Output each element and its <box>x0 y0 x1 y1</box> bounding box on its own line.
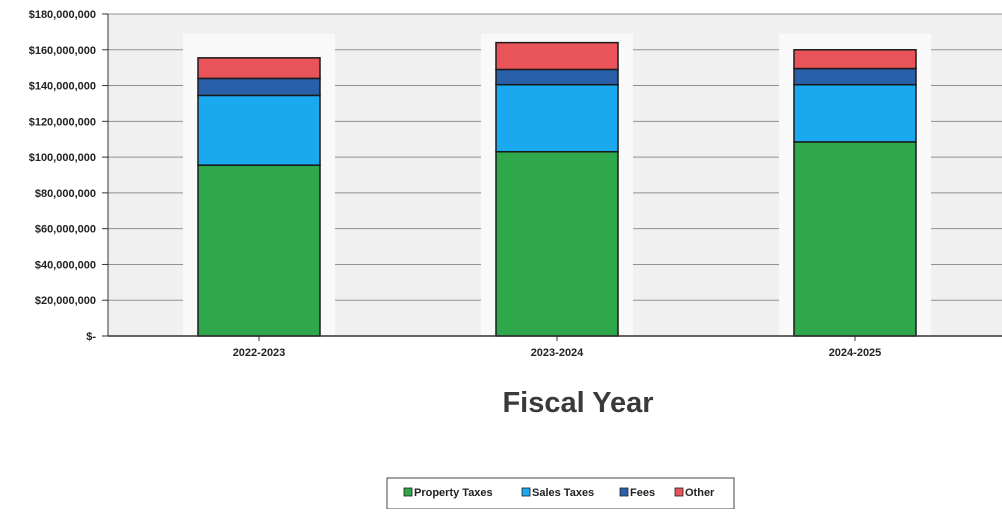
legend-label: Sales Taxes <box>532 487 594 499</box>
legend-label: Property Taxes <box>414 487 493 499</box>
y-tick-label: $160,000,000 <box>29 45 96 57</box>
legend-item-other: Other <box>674 487 715 499</box>
bar-segment-fees <box>197 77 321 97</box>
legend-item-fees: Fees <box>619 487 655 499</box>
bar-segment-other <box>793 49 917 70</box>
y-tick-label: $- <box>86 331 96 343</box>
y-tick-label: $40,000,000 <box>35 259 96 271</box>
legend-swatch <box>619 487 629 497</box>
bar-segments <box>197 41 917 337</box>
bar-segment-sales-taxes <box>495 83 619 153</box>
y-tick-label: $180,000,000 <box>29 9 96 21</box>
x-axis-title: Fiscal Year <box>502 387 653 419</box>
legend-label: Other <box>685 487 715 499</box>
y-tick-label: $120,000,000 <box>29 116 96 128</box>
legend-swatch <box>674 487 684 497</box>
legend-item-property-taxes: Property Taxes <box>403 487 493 499</box>
axes <box>107 14 1002 337</box>
y-tick-label: $60,000,000 <box>35 224 96 236</box>
x-tick-label: 2023-2024 <box>531 347 584 359</box>
bar-segment-other <box>197 57 321 80</box>
x-tick-label: 2022-2023 <box>233 347 286 359</box>
bar-segment-property-taxes <box>793 141 917 337</box>
legend-swatch <box>521 487 531 497</box>
legend-swatch <box>403 487 413 497</box>
y-tick-label: $140,000,000 <box>29 81 96 93</box>
legend-label: Fees <box>630 487 655 499</box>
bar-segment-sales-taxes <box>793 83 917 143</box>
bar-segment-fees <box>495 68 619 86</box>
x-tick-labels: 2022-2023 2023-2024 2024-2025 <box>233 336 882 359</box>
y-tick-label: $80,000,000 <box>35 188 96 200</box>
y-tick-label: $20,000,000 <box>35 295 96 307</box>
bar-segment-fees <box>793 67 917 86</box>
bar-segment-property-taxes <box>197 164 321 337</box>
legend-item-sales-taxes: Sales Taxes <box>521 487 594 499</box>
legend: Property Taxes Sales Taxes Fees Other <box>386 477 735 510</box>
bar-segment-other <box>495 41 619 71</box>
y-tick-labels: $- $20,000,000 $40,000,000 $60,000,000 $80,0… <box>29 9 108 343</box>
bar-segment-sales-taxes <box>197 94 321 166</box>
x-tick-label: 2024-2025 <box>829 347 882 359</box>
y-tick-label: $100,000,000 <box>29 152 96 164</box>
bar-segment-property-taxes <box>495 150 619 337</box>
